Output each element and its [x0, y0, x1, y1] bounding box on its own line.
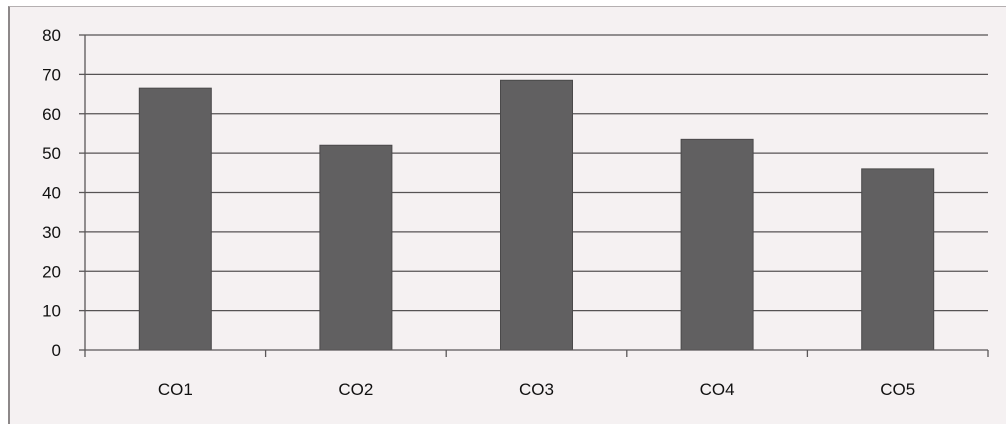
bar-co4	[680, 138, 754, 351]
y-tick-label-40: 40	[42, 184, 61, 203]
x-tick-label-co2: CO2	[338, 380, 373, 399]
x-tick-label-co3: CO3	[519, 380, 554, 399]
x-tick-label-co4: CO4	[700, 380, 735, 399]
x-tick-label-co1: CO1	[158, 380, 193, 399]
bar-co3	[500, 79, 573, 351]
y-tick-label-80: 80	[42, 26, 61, 45]
y-tick-label-10: 10	[42, 302, 61, 321]
y-axis-tick-labels: 0 10 20 30 40 50 60 70 80	[42, 26, 61, 360]
bar-co2	[319, 144, 393, 351]
y-tick-label-20: 20	[42, 262, 61, 281]
x-axis-ticks	[79, 34, 989, 357]
bar-co5	[861, 168, 935, 351]
y-tick-label-70: 70	[42, 65, 61, 84]
y-tick-label-50: 50	[42, 144, 61, 163]
y-tick-label-60: 60	[42, 105, 61, 124]
y-tick-label-30: 30	[42, 223, 61, 242]
x-axis-tick-labels: CO1 CO2 CO3 CO4 CO5	[158, 380, 915, 399]
bars	[138, 79, 935, 351]
y-tick-label-0: 0	[52, 341, 61, 360]
x-tick-label-co5: CO5	[880, 380, 915, 399]
bar-co1	[138, 87, 212, 351]
